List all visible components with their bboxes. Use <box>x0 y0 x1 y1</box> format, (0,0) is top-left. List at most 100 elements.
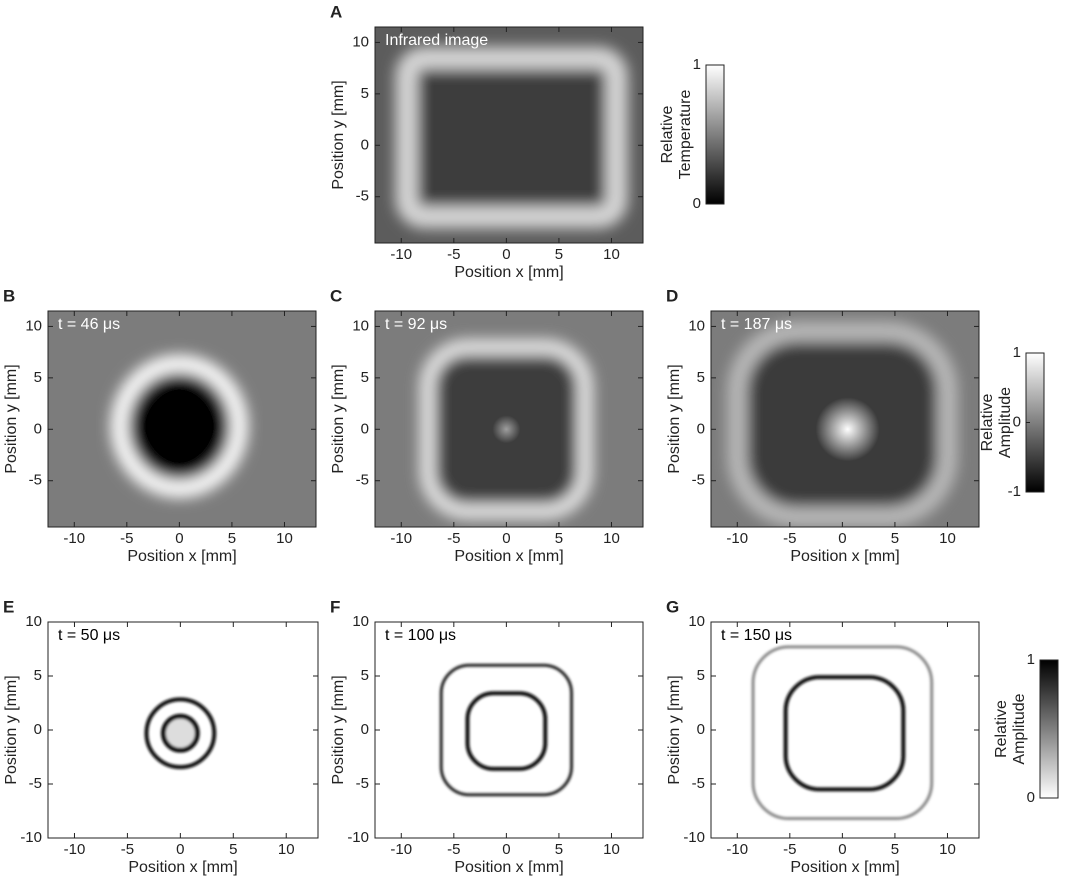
colorbar-tick-label: 0 <box>1013 413 1021 430</box>
image-center <box>815 397 880 462</box>
x-axis-label: Position x [mm] <box>128 859 237 876</box>
y-tick-label: -5 <box>356 775 369 792</box>
y-tick-label: -5 <box>356 472 369 489</box>
annotation: t = 92 μs <box>385 316 447 333</box>
y-tick-label: 5 <box>697 369 705 386</box>
y-tick-label: 0 <box>697 721 705 738</box>
x-tick-label: 5 <box>555 530 563 547</box>
annotation: Infrared image <box>385 32 488 49</box>
panel-letter: C <box>330 286 342 305</box>
annotation: t = 46 μs <box>58 316 120 333</box>
x-tick-label: 0 <box>175 530 183 547</box>
x-tick-label: -5 <box>447 246 460 263</box>
annotation: t = 50 μs <box>58 627 120 644</box>
x-tick-label: -5 <box>447 841 460 858</box>
heatmap-image <box>711 311 979 527</box>
y-tick-label: 10 <box>352 613 369 630</box>
y-axis-label: Position y [mm] <box>330 364 347 473</box>
y-tick-label: -5 <box>29 472 42 489</box>
x-axis-label: Position x [mm] <box>454 548 563 565</box>
plot-frame <box>374 310 644 528</box>
plot-frame <box>47 310 317 528</box>
panel-letter: A <box>330 2 342 21</box>
panel: -10 -5 0 5 10 -5 0 5 10 Position x [mm] Position y… <box>3 286 317 565</box>
x-tick-label: -5 <box>783 841 796 858</box>
heatmap-image <box>375 622 643 838</box>
y-tick-label: -10 <box>683 829 705 846</box>
x-axis-label: Position x [mm] <box>790 859 899 876</box>
colorbar-tick-label: 1 <box>1027 651 1035 668</box>
heatmap-image <box>375 27 643 243</box>
annotation: t = 150 μs <box>721 627 792 644</box>
image-center <box>492 415 521 444</box>
y-tick-label: 0 <box>361 721 369 738</box>
x-tick-label: -5 <box>447 530 460 547</box>
y-tick-label: 0 <box>34 721 42 738</box>
y-axis-label: Position y [mm] <box>666 675 683 784</box>
plot-frame <box>710 310 980 528</box>
y-tick-label: -10 <box>347 829 369 846</box>
x-tick-label: 10 <box>603 246 620 263</box>
x-tick-label: 10 <box>603 841 620 858</box>
x-axis-label: Position x [mm] <box>790 548 899 565</box>
colorbar-label: Relative <box>979 394 996 452</box>
colorbar-label: Amplitude <box>1011 693 1028 764</box>
panel-letter: D <box>666 286 678 305</box>
x-tick-label: -5 <box>120 530 133 547</box>
x-tick-label: 10 <box>603 530 620 547</box>
colorbar-label: Temperature <box>677 89 694 179</box>
y-tick-label: 0 <box>697 420 705 437</box>
panel-letter: G <box>666 597 679 616</box>
y-axis-label: Position y [mm] <box>3 675 20 784</box>
image-ring <box>783 675 906 792</box>
x-tick-label: 5 <box>891 530 899 547</box>
y-tick-label: 0 <box>361 136 369 153</box>
y-tick-label: -5 <box>692 472 705 489</box>
x-tick-label: 5 <box>228 530 236 547</box>
panel-letter: F <box>330 597 340 616</box>
y-tick-label: 10 <box>688 613 705 630</box>
x-tick-label: -5 <box>783 530 796 547</box>
x-tick-label: -5 <box>121 841 134 858</box>
y-axis-label: Position y [mm] <box>666 364 683 473</box>
colorbar-tick-label: 1 <box>1013 344 1021 361</box>
colorbar-label: Relative <box>659 106 676 164</box>
x-tick-label: -10 <box>726 841 748 858</box>
colorbar-label: Relative <box>993 700 1010 758</box>
y-tick-label: 10 <box>25 613 42 630</box>
image-bg <box>375 622 643 838</box>
x-tick-label: -10 <box>390 841 412 858</box>
colorbar-label: Amplitude <box>997 387 1014 458</box>
colorbar <box>1039 659 1059 799</box>
y-tick-label: 10 <box>352 317 369 334</box>
y-axis-label: Position y [mm] <box>3 364 20 473</box>
heatmap-image <box>375 311 643 527</box>
x-tick-label: -10 <box>390 530 412 547</box>
heatmap-image <box>711 622 979 838</box>
y-tick-label: 10 <box>688 317 705 334</box>
x-tick-label: -10 <box>63 530 85 547</box>
x-tick-label: 10 <box>939 530 956 547</box>
image-ring <box>110 354 249 498</box>
y-tick-label: 0 <box>34 420 42 437</box>
x-tick-label: 0 <box>502 246 510 263</box>
y-tick-label: -5 <box>692 775 705 792</box>
y-tick-label: 10 <box>352 33 369 50</box>
panel: -10 -5 0 5 10 -5 0 5 10 Position x [mm] Position y… <box>330 286 644 565</box>
x-axis-label: Position x [mm] <box>454 264 563 281</box>
annotation: t = 100 μs <box>385 627 456 644</box>
x-axis-label: Position x [mm] <box>454 859 563 876</box>
y-tick-label: 5 <box>697 667 705 684</box>
heatmap-image <box>48 622 318 838</box>
y-tick-label: 0 <box>361 420 369 437</box>
image-ring <box>160 713 200 753</box>
x-tick-label: 5 <box>555 246 563 263</box>
image-ring <box>144 697 217 770</box>
y-axis-label: Position y [mm] <box>330 80 347 189</box>
image-ring <box>751 645 934 821</box>
colorbar-tick-label: 1 <box>693 56 701 73</box>
x-tick-label: 10 <box>278 841 295 858</box>
